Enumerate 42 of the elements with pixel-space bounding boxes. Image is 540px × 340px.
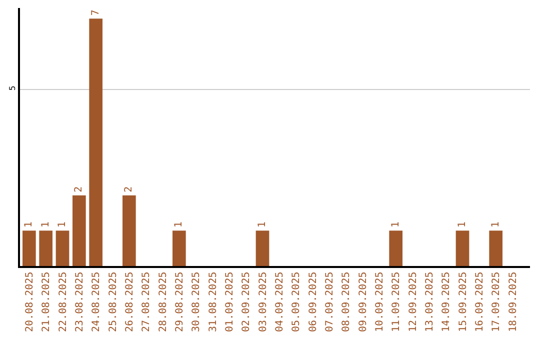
data-label: 1: [40, 222, 52, 228]
x-tick-label: 29.08.2025: [174, 272, 186, 332]
x-tick-label: 21.08.2025: [41, 272, 52, 332]
x-tick-label: 23.08.2025: [74, 272, 86, 332]
data-label: 1: [24, 222, 35, 228]
data-label: 1: [257, 222, 268, 228]
x-tick-label: 11.09.2025: [391, 272, 402, 332]
x-tick-label: 09.09.2025: [358, 272, 369, 332]
x-tick-label: 01.09.2025: [224, 272, 236, 332]
x-tick-label: 10.09.2025: [374, 272, 386, 332]
y-tick-label: 5: [8, 86, 18, 91]
x-tick-label: 14.09.2025: [441, 272, 452, 332]
x-tick-label: 08.09.2025: [341, 272, 352, 332]
x-tick-label: 24.08.2025: [91, 272, 102, 332]
x-tick-label: 15.09.2025: [458, 272, 469, 332]
data-label: 2: [124, 186, 135, 192]
x-tick-label: 16.09.2025: [474, 272, 486, 332]
x-tick-label: 30.08.2025: [191, 272, 202, 332]
x-tick-label: 12.09.2025: [408, 272, 419, 332]
data-label: 2: [74, 186, 85, 192]
data-label: 1: [174, 222, 185, 228]
data-label: 7: [90, 10, 102, 16]
x-tick-label: 20.08.2025: [24, 272, 36, 332]
x-tick-label: 17.09.2025: [491, 272, 502, 332]
x-tick-label: 22.08.2025: [58, 272, 69, 332]
x-tick-label: 28.08.2025: [158, 272, 169, 332]
data-label: 1: [390, 222, 402, 228]
x-tick-label: 18.09.2025: [508, 272, 519, 332]
x-tick-label: 07.09.2025: [324, 272, 336, 332]
x-tick-label: 26.08.2025: [124, 272, 136, 332]
x-tick-label: 03.09.2025: [258, 272, 269, 332]
data-label: 1: [57, 222, 68, 228]
x-tick-label: 02.09.2025: [241, 272, 252, 332]
x-tick-label: 31.08.2025: [208, 272, 219, 332]
data-label: 1: [457, 222, 468, 228]
x-tick-label: 06.09.2025: [308, 272, 319, 332]
x-tick-label: 04.09.2025: [274, 272, 286, 332]
x-tick-label: 27.08.2025: [141, 272, 152, 332]
data-label: 1: [490, 222, 502, 228]
x-tick-label: 25.08.2025: [108, 272, 119, 332]
x-tick-label: 05.09.2025: [291, 272, 302, 332]
x-tick-label: 13.09.2025: [424, 272, 436, 332]
